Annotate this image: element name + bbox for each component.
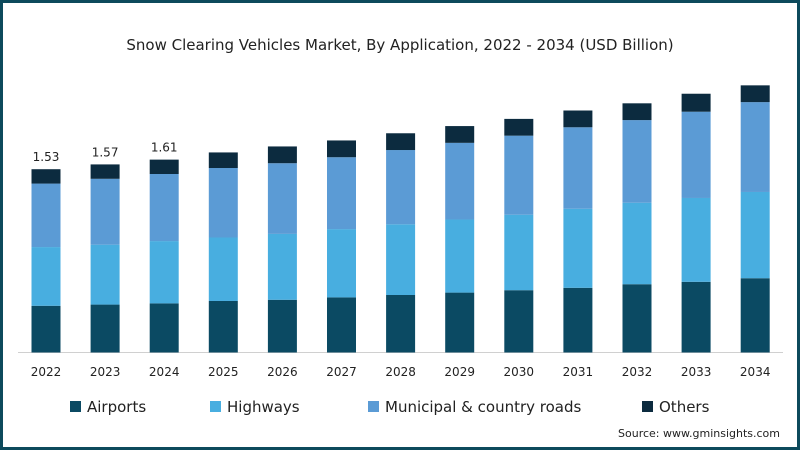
bar-segment-others-2029: [445, 126, 475, 143]
bar-segment-municipal-country-roads-2028: [386, 150, 416, 225]
bar-segment-municipal-country-roads-2032: [622, 120, 652, 203]
bar-segment-municipal-country-roads-2026: [267, 163, 297, 234]
bar-segment-highways-2023: [90, 244, 120, 305]
bar-segment-highways-2034: [740, 191, 770, 279]
bar-segment-others-2025: [208, 152, 238, 169]
source-note: Source: www.gminsights.com: [618, 427, 780, 440]
bar-segment-municipal-country-roads-2030: [504, 135, 534, 215]
bar-segment-others-2034: [740, 85, 770, 103]
legend-swatch: [642, 401, 653, 412]
legend-label: Highways: [227, 398, 300, 416]
x-tick-label: 2024: [149, 365, 180, 379]
legend-item-airports: Airports: [70, 398, 146, 416]
x-tick-label: 2030: [504, 365, 535, 379]
bar-segment-highways-2032: [622, 202, 652, 285]
bar-segment-others-2031: [563, 110, 593, 128]
legend-label: Airports: [87, 398, 146, 416]
bar-segment-airports-2029: [445, 292, 475, 353]
bar-segment-municipal-country-roads-2022: [31, 183, 61, 248]
bar-segment-highways-2031: [563, 208, 593, 288]
bar-segment-airports-2031: [563, 287, 593, 353]
bar-segment-municipal-country-roads-2023: [90, 178, 120, 245]
legend-swatch: [210, 401, 221, 412]
bar-segment-airports-2025: [208, 300, 238, 353]
bar-segment-airports-2026: [267, 299, 297, 353]
bar-segment-highways-2030: [504, 214, 534, 291]
bar-segment-municipal-country-roads-2025: [208, 168, 238, 238]
legend-label: Municipal & country roads: [385, 398, 582, 416]
bar-segment-highways-2028: [386, 224, 416, 295]
bar-segment-airports-2023: [90, 304, 120, 353]
legend-item-highways: Highways: [210, 398, 300, 416]
bar-segment-others-2030: [504, 118, 534, 136]
bar-segment-others-2026: [267, 146, 297, 164]
x-tick-label: 2031: [563, 365, 594, 379]
bar-segment-municipal-country-roads-2034: [740, 102, 770, 192]
x-tick-label: 2025: [208, 365, 239, 379]
data-label: 1.61: [151, 141, 178, 155]
bar-segment-others-2027: [327, 140, 356, 158]
bar-segment-municipal-country-roads-2031: [563, 127, 593, 209]
bar-segment-others-2028: [386, 133, 416, 151]
chart-title: Snow Clearing Vehicles Market, By Applic…: [126, 36, 673, 54]
bar-segment-others-2032: [622, 103, 652, 121]
x-tick-label: 2023: [90, 365, 121, 379]
bar-segment-municipal-country-roads-2029: [445, 142, 475, 220]
bar-segment-highways-2022: [31, 247, 61, 306]
bar-segment-highways-2027: [327, 229, 356, 298]
x-tick-label: 2032: [622, 365, 653, 379]
bar-segment-airports-2032: [622, 284, 652, 353]
bar-segment-highways-2024: [149, 241, 179, 304]
x-tick-label: 2022: [31, 365, 62, 379]
bar-segment-airports-2034: [740, 278, 770, 353]
x-tick-label: 2026: [267, 365, 298, 379]
legend-item-municipal-country-roads: Municipal & country roads: [368, 398, 582, 416]
bar-segment-airports-2022: [31, 305, 61, 353]
x-tick-label: 2029: [444, 365, 475, 379]
legend-item-others: Others: [642, 398, 710, 416]
bar-segment-airports-2027: [327, 297, 356, 353]
bar-segment-highways-2033: [681, 197, 711, 282]
x-tick-label: 2028: [385, 365, 416, 379]
bar-segment-airports-2024: [149, 303, 179, 353]
bar-segment-highways-2026: [267, 233, 297, 300]
bar-segment-municipal-country-roads-2027: [327, 157, 356, 230]
legend-label: Others: [659, 398, 710, 416]
bar-segment-others-2023: [90, 164, 120, 179]
x-tick-label: 2033: [681, 365, 712, 379]
bar-segment-highways-2025: [208, 237, 238, 301]
legend-swatch: [70, 401, 81, 412]
bar-segment-highways-2029: [445, 219, 475, 293]
x-tick-label: 2034: [740, 365, 771, 379]
x-tick-label: 2027: [326, 365, 357, 379]
bar-segment-airports-2033: [681, 281, 711, 353]
bar-segment-municipal-country-roads-2024: [149, 173, 179, 242]
legend-swatch: [368, 401, 379, 412]
bar-segment-airports-2028: [386, 294, 416, 353]
bar-segment-others-2033: [681, 93, 711, 112]
bar-segment-others-2022: [31, 169, 61, 184]
data-label: 1.53: [33, 150, 60, 164]
bar-segment-others-2024: [149, 159, 179, 174]
bar-segment-airports-2030: [504, 290, 534, 353]
bar-segment-municipal-country-roads-2033: [681, 111, 711, 198]
data-label: 1.57: [92, 145, 119, 159]
